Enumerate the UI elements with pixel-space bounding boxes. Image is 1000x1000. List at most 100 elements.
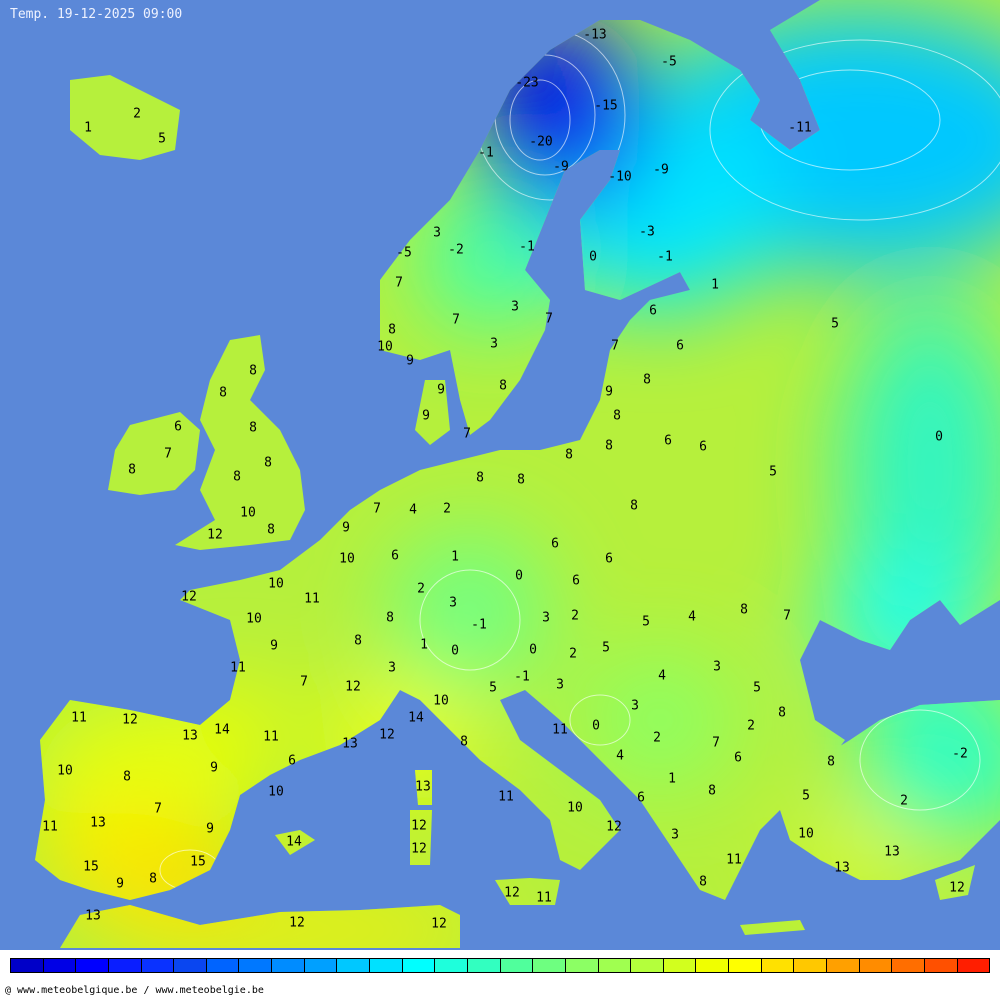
colorbar-segment xyxy=(402,959,436,972)
temperature-label: 7 xyxy=(395,275,403,291)
temperature-label: 8 xyxy=(249,363,257,379)
temperature-label: 8 xyxy=(565,447,573,463)
colorbar-segment xyxy=(631,959,664,972)
colorbar-segment xyxy=(696,959,730,972)
temperature-label: 11 xyxy=(304,591,320,607)
temperature-label: 12 xyxy=(411,818,427,834)
temperature-label: -1 xyxy=(514,669,530,685)
colorbar-segment xyxy=(337,959,371,972)
temperature-label: 12 xyxy=(345,679,361,695)
colorbar-segment xyxy=(892,959,925,972)
colorbar-segment xyxy=(598,959,632,972)
colorbar-segment xyxy=(11,959,44,972)
temperature-label: 8 xyxy=(476,470,484,486)
colorbar-segment xyxy=(43,959,77,972)
temperature-label: 10 xyxy=(240,505,256,521)
temperature-label: 10 xyxy=(268,576,284,592)
map-canvas xyxy=(35,0,1000,948)
temperature-label: 5 xyxy=(642,614,650,630)
temperature-label: 9 xyxy=(116,876,124,892)
temperature-label: 11 xyxy=(263,729,279,745)
temperature-label: 8 xyxy=(249,420,257,436)
temperature-label: 0 xyxy=(935,429,943,445)
temperature-label: 8 xyxy=(460,734,468,750)
temperature-label: -23 xyxy=(515,75,539,91)
temperature-label: 8 xyxy=(354,633,362,649)
temperature-label: 6 xyxy=(676,338,684,354)
temperature-label: 8 xyxy=(708,783,716,799)
colorbar-segment xyxy=(239,959,273,972)
colorbar-segment xyxy=(304,959,338,972)
temperature-label: 13 xyxy=(884,844,900,860)
temperature-label: 10 xyxy=(567,800,583,816)
temperature-label: 8 xyxy=(233,469,241,485)
temperature-label: 3 xyxy=(433,225,441,241)
credit-text: @ www.meteobelgique.be / www.meteobelgie… xyxy=(5,985,264,996)
temperature-label: 2 xyxy=(747,718,755,734)
colorbar-segment xyxy=(827,959,860,972)
temperature-label: 6 xyxy=(605,551,613,567)
colorbar-segment xyxy=(794,959,828,972)
temperature-label: 0 xyxy=(592,718,600,734)
temperature-label: 6 xyxy=(572,573,580,589)
temperature-label: 5 xyxy=(769,464,777,480)
temperature-label: 9 xyxy=(437,382,445,398)
temperature-label: -15 xyxy=(594,98,618,114)
colorbar-segment xyxy=(467,959,501,972)
temperature-label: -1 xyxy=(471,617,487,633)
temperature-label: 4 xyxy=(688,609,696,625)
temperature-label: 9 xyxy=(422,408,430,424)
temperature-label: -3 xyxy=(639,224,655,240)
temperature-label: 9 xyxy=(605,384,613,400)
colorbar-segment xyxy=(435,959,468,972)
temperature-label: 7 xyxy=(452,312,460,328)
temperature-label: -1 xyxy=(519,239,535,255)
temperature-label: -5 xyxy=(396,245,412,261)
temperature-label: 8 xyxy=(499,378,507,394)
colorbar-segment xyxy=(533,959,566,972)
temperature-label: 6 xyxy=(649,303,657,319)
temperature-label: 9 xyxy=(342,520,350,536)
temperature-label: -11 xyxy=(788,120,812,136)
temperature-label: 11 xyxy=(230,660,246,676)
temperature-label: 3 xyxy=(671,827,679,843)
temperature-label: 5 xyxy=(158,131,166,147)
temperature-label: 7 xyxy=(300,674,308,690)
colorbar-segment xyxy=(924,959,958,972)
colorbar-segment xyxy=(729,959,762,972)
temperature-label: -1 xyxy=(657,249,673,265)
temperature-label: 3 xyxy=(388,660,396,676)
temperature-label: 8 xyxy=(386,610,394,626)
temperature-label: 11 xyxy=(536,890,552,906)
temperature-label: 13 xyxy=(85,908,101,924)
colorbar-segment xyxy=(370,959,403,972)
temperature-label: 3 xyxy=(490,336,498,352)
temperature-label: 3 xyxy=(542,610,550,626)
temperature-label: 6 xyxy=(664,433,672,449)
temperature-label: 2 xyxy=(900,793,908,809)
temperature-label: 7 xyxy=(545,311,553,327)
temperature-label: 10 xyxy=(246,611,262,627)
temperature-label: 8 xyxy=(149,871,157,887)
temperature-label: 2 xyxy=(133,106,141,122)
temperature-label: 12 xyxy=(606,819,622,835)
temperature-label: 14 xyxy=(408,710,424,726)
temperature-label: 0 xyxy=(529,642,537,658)
temperature-label: 11 xyxy=(42,819,58,835)
colorbar-segment xyxy=(761,959,795,972)
temperature-label: 3 xyxy=(631,698,639,714)
temperature-label: 1 xyxy=(711,277,719,293)
temperature-label: 8 xyxy=(778,705,786,721)
colorbar-segment xyxy=(108,959,142,972)
temperature-label: 2 xyxy=(417,581,425,597)
temperature-label: 2 xyxy=(653,730,661,746)
temperature-label: 14 xyxy=(286,834,302,850)
temperature-label: 6 xyxy=(551,536,559,552)
colorbar-segment xyxy=(663,959,697,972)
temperature-label: 2 xyxy=(571,608,579,624)
temperature-label: 3 xyxy=(713,659,721,675)
temperature-label: 8 xyxy=(219,385,227,401)
temperature-label: 13 xyxy=(415,779,431,795)
temperature-label: 12 xyxy=(411,841,427,857)
temperature-label: 12 xyxy=(379,727,395,743)
